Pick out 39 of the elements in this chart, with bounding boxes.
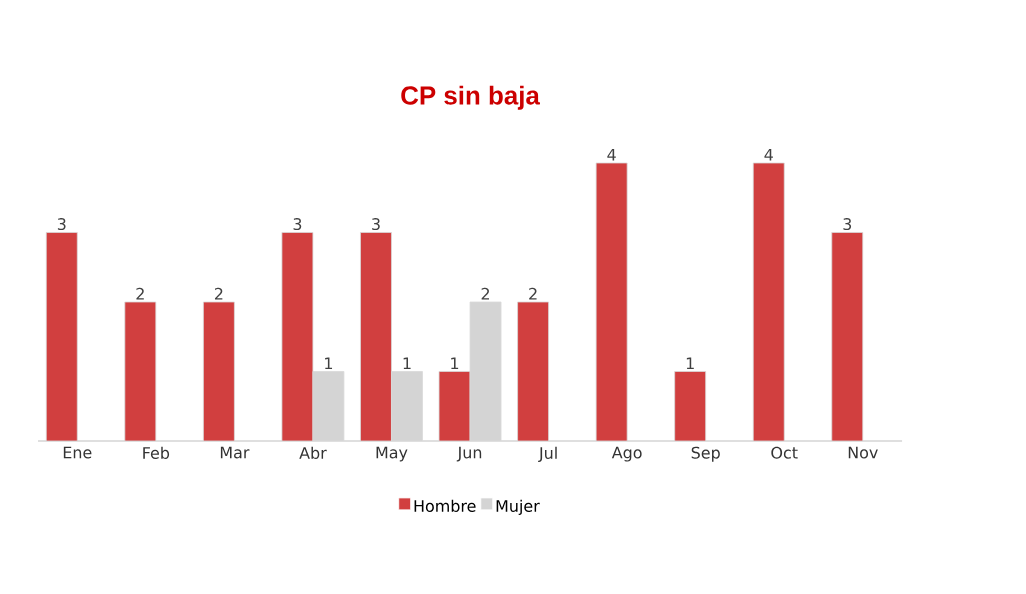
- x-tick-label: Ene: [63, 446, 92, 459]
- x-tick-label: Feb: [143, 446, 170, 459]
- data-label: 1: [403, 357, 411, 370]
- bar: [45, 232, 78, 441]
- bar: [831, 232, 864, 441]
- bar: [281, 232, 314, 441]
- x-tick-label: Oct: [771, 446, 798, 459]
- bar: [752, 162, 785, 441]
- x-tick-label: Nov: [848, 446, 878, 459]
- x-tick-label: Jul: [538, 446, 557, 462]
- x-tick-label: Ago: [611, 446, 642, 462]
- data-label: 1: [451, 357, 459, 370]
- data-label: 3: [293, 218, 302, 231]
- x-tick-label: Sep: [691, 446, 720, 462]
- data-label: 4: [764, 148, 773, 161]
- chart-title: CP sin baja: [401, 85, 541, 110]
- legend-label: Hombre: [414, 499, 476, 512]
- bar: [517, 301, 549, 441]
- data-label: 4: [607, 148, 616, 161]
- bar: [360, 232, 392, 441]
- bar: [124, 301, 157, 441]
- bar: [595, 162, 628, 441]
- data-label: 2: [214, 287, 223, 300]
- legend-label: Mujer: [496, 499, 540, 516]
- data-label: 3: [843, 218, 852, 231]
- data-label: 3: [372, 218, 380, 231]
- x-tick-label: May: [376, 446, 408, 462]
- x-tick-label: Mar: [220, 446, 250, 459]
- data-label: 1: [686, 357, 694, 370]
- data-label: 2: [529, 287, 537, 300]
- bar: [674, 371, 707, 441]
- data-label: 2: [481, 287, 490, 300]
- bar: [438, 371, 471, 441]
- x-tick-label: Abr: [299, 446, 327, 459]
- data-label: 3: [57, 218, 66, 231]
- data-label: 2: [136, 287, 144, 300]
- bar: [202, 301, 235, 441]
- data-label: 1: [325, 357, 333, 370]
- x-tick-label: Jun: [456, 446, 482, 462]
